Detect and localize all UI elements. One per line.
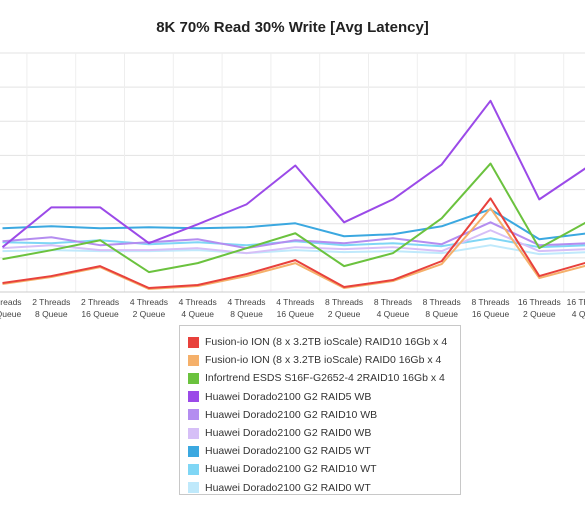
legend-swatch (188, 354, 199, 366)
legend-swatch (188, 463, 199, 475)
series-line-2[interactable] (2, 162, 585, 274)
series-line-0[interactable] (2, 197, 585, 290)
legend-label: Huawei Dorado2100 G2 RAID5 WT (205, 445, 371, 458)
legend-swatch (188, 445, 199, 457)
legend-item-3[interactable]: Huawei Dorado2100 G2 RAID5 WB (188, 388, 460, 406)
legend-label: Huawei Dorado2100 G2 RAID10 WT (205, 463, 377, 476)
legend-item-4[interactable]: Huawei Dorado2100 G2 RAID10 WB (188, 406, 460, 424)
legend-item-6[interactable]: Huawei Dorado2100 G2 RAID5 WT (188, 442, 460, 460)
legend-label: Fusion-io ION (8 x 3.2TB ioScale) RAID0 … (205, 354, 442, 367)
series-line-5[interactable] (2, 229, 585, 255)
legend-swatch (188, 482, 199, 494)
legend-swatch (188, 391, 199, 403)
legend-item-8[interactable]: Huawei Dorado2100 G2 RAID0 WT (188, 479, 460, 497)
legend-swatch (188, 336, 199, 348)
legend-swatch (188, 372, 199, 384)
legend-item-1[interactable]: Fusion-io ION (8 x 3.2TB ioScale) RAID0 … (188, 351, 460, 369)
legend: Fusion-io ION (8 x 3.2TB ioScale) RAID10… (179, 325, 461, 495)
legend-label: Huawei Dorado2100 G2 RAID0 WT (205, 481, 371, 494)
x-tick-label: 8 Threads 8 Queue (423, 297, 461, 319)
series-lines (1, 99, 585, 291)
legend-label: Huawei Dorado2100 G2 RAID0 WB (205, 427, 372, 440)
x-tick-label: 4 Threads 2 Queue (130, 297, 168, 319)
legend-label: Huawei Dorado2100 G2 RAID10 WB (205, 408, 378, 421)
legend-item-5[interactable]: Huawei Dorado2100 G2 RAID0 WB (188, 424, 460, 442)
x-tick-label: 16 Threads 2 Queue (518, 297, 561, 319)
series-line-3[interactable] (1, 99, 585, 248)
legend-swatch (188, 427, 199, 439)
legend-item-7[interactable]: Huawei Dorado2100 G2 RAID10 WT (188, 460, 460, 478)
legend-item-2[interactable]: Infortrend ESDS S16F-G2652-4 2RAID10 16G… (188, 369, 460, 387)
legend-label: Infortrend ESDS S16F-G2652-4 2RAID10 16G… (205, 372, 445, 385)
chart-title: 8K 70% Read 30% Write [Avg Latency] (156, 19, 429, 36)
legend-label: Huawei Dorado2100 G2 RAID5 WB (205, 390, 372, 403)
x-tick-label: 2 Threads 8 Queue (32, 297, 70, 319)
x-tick-label: 8 Threads 2 Queue (325, 297, 363, 319)
x-tick-label: 8 Threads 16 Queue (471, 297, 509, 319)
grid-lines (0, 52, 585, 293)
x-tick-label: 4 Threads 16 Queue (276, 297, 314, 319)
series-line-4[interactable] (2, 221, 585, 250)
legend-swatch (188, 409, 199, 421)
legend-item-0[interactable]: Fusion-io ION (8 x 3.2TB ioScale) RAID10… (188, 333, 460, 351)
x-tick-label: 4 Threads 4 Queue (179, 297, 217, 319)
legend-label: Fusion-io ION (8 x 3.2TB ioScale) RAID10… (205, 336, 448, 349)
x-tick-label: 2 Threads 16 Queue (81, 297, 119, 319)
x-tick-label: 4 Threads 8 Queue (227, 297, 265, 319)
x-tick-label: 8 Threads 4 Queue (374, 297, 412, 319)
